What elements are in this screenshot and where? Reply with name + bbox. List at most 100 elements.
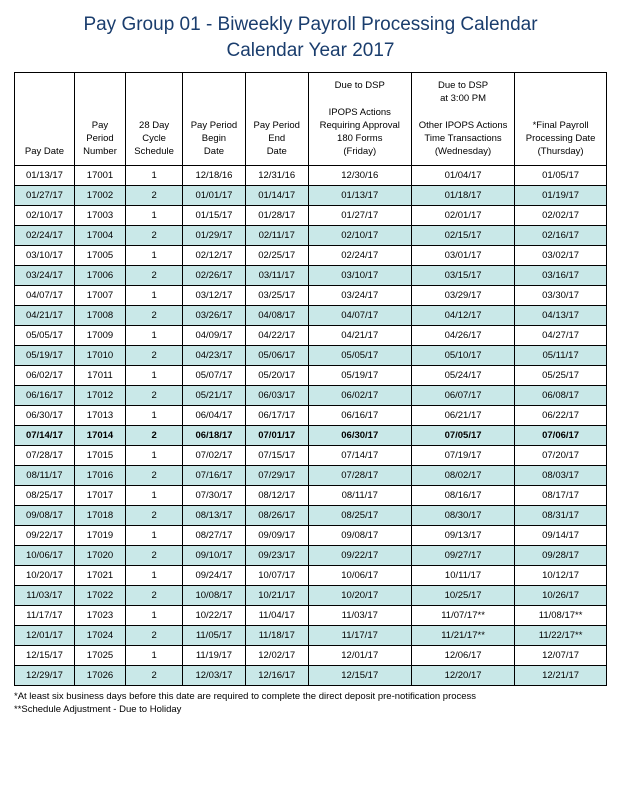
cell: 03/29/17 [411,285,514,305]
cell: 10/08/17 [183,585,246,605]
cell: 03/15/17 [411,265,514,285]
cell: 03/11/17 [245,265,308,285]
cell: 17018 [74,505,125,525]
cell: 10/12/17 [515,565,607,585]
cell: 06/02/17 [15,365,75,385]
cell: 12/30/16 [308,165,411,185]
cell: 17020 [74,545,125,565]
cell: 12/20/17 [411,665,514,685]
table-row: 06/02/1717011105/07/1705/20/1705/19/1705… [15,365,607,385]
col-header-5: Due to DSPIPOPS ActionsRequiring Approva… [308,73,411,166]
cell: 08/25/17 [308,505,411,525]
cell: 12/07/17 [515,645,607,665]
cell: 1 [126,565,183,585]
table-row: 03/10/1717005102/12/1702/25/1702/24/1703… [15,245,607,265]
cell: 07/28/17 [15,445,75,465]
cell: 2 [126,385,183,405]
cell: 1 [126,445,183,465]
cell: 1 [126,205,183,225]
cell: 12/01/17 [308,645,411,665]
table-row: 05/19/1717010204/23/1705/06/1705/05/1705… [15,345,607,365]
cell: 07/14/17 [308,445,411,465]
cell: 08/27/17 [183,525,246,545]
cell: 10/20/17 [15,565,75,585]
cell: 17015 [74,445,125,465]
cell: 11/21/17** [411,625,514,645]
table-row: 01/27/1717002201/01/1701/14/1701/13/1701… [15,185,607,205]
cell: 06/22/17 [515,405,607,425]
payroll-calendar-table: Pay DatePayPeriodNumber28 DayCycleSchedu… [14,72,607,686]
cell: 09/09/17 [245,525,308,545]
cell: 1 [126,165,183,185]
cell: 06/16/17 [15,385,75,405]
table-row: 10/06/1717020209/10/1709/23/1709/22/1709… [15,545,607,565]
cell: 07/16/17 [183,465,246,485]
cell: 17024 [74,625,125,645]
cell: 07/14/17 [15,425,75,445]
cell: 17013 [74,405,125,425]
cell: 2 [126,585,183,605]
cell: 06/07/17 [411,385,514,405]
cell: 05/07/17 [183,365,246,385]
cell: 11/04/17 [245,605,308,625]
cell: 02/01/17 [411,205,514,225]
table-row: 04/21/1717008203/26/1704/08/1704/07/1704… [15,305,607,325]
cell: 07/01/17 [245,425,308,445]
cell: 1 [126,485,183,505]
cell: 05/11/17 [515,345,607,365]
cell: 02/15/17 [411,225,514,245]
cell: 08/11/17 [308,485,411,505]
cell: 17001 [74,165,125,185]
page-subtitle: Calendar Year 2017 [14,40,607,62]
cell: 06/30/17 [15,405,75,425]
table-row: 05/05/1717009104/09/1704/22/1704/21/1704… [15,325,607,345]
cell: 08/25/17 [15,485,75,505]
col-header-6: Due to DSPat 3:00 PMOther IPOPS ActionsT… [411,73,514,166]
cell: 1 [126,245,183,265]
cell: 10/06/17 [15,545,75,565]
cell: 2 [126,665,183,685]
cell: 03/16/17 [515,265,607,285]
cell: 08/16/17 [411,485,514,505]
cell: 01/18/17 [411,185,514,205]
cell: 12/18/16 [183,165,246,185]
cell: 03/01/17 [411,245,514,265]
cell: 05/25/17 [515,365,607,385]
cell: 02/10/17 [308,225,411,245]
cell: 04/23/17 [183,345,246,365]
cell: 04/21/17 [308,325,411,345]
cell: 09/22/17 [15,525,75,545]
cell: 17006 [74,265,125,285]
cell: 03/10/17 [15,245,75,265]
table-row: 08/25/1717017107/30/1708/12/1708/11/1708… [15,485,607,505]
cell: 12/03/17 [183,665,246,685]
cell: 02/24/17 [308,245,411,265]
cell: 17026 [74,665,125,685]
page-title: Pay Group 01 - Biweekly Payroll Processi… [14,14,607,36]
cell: 1 [126,365,183,385]
footnote-2: **Schedule Adjustment - Due to Holiday [14,703,607,716]
cell: 04/13/17 [515,305,607,325]
cell: 05/19/17 [308,365,411,385]
cell: 05/24/17 [411,365,514,385]
cell: 03/25/17 [245,285,308,305]
cell: 17021 [74,565,125,585]
cell: 10/26/17 [515,585,607,605]
table-row: 11/17/1717023110/22/1711/04/1711/03/1711… [15,605,607,625]
table-row: 12/29/1717026212/03/1712/16/1712/15/1712… [15,665,607,685]
cell: 10/25/17 [411,585,514,605]
cell: 17012 [74,385,125,405]
cell: 12/01/17 [15,625,75,645]
cell: 12/06/17 [411,645,514,665]
cell: 04/08/17 [245,305,308,325]
table-header-row: Pay DatePayPeriodNumber28 DayCycleSchedu… [15,73,607,166]
col-header-3: Pay PeriodBeginDate [183,73,246,166]
cell: 2 [126,545,183,565]
cell: 11/17/17 [15,605,75,625]
table-row: 12/01/1717024211/05/1711/18/1711/17/1711… [15,625,607,645]
cell: 2 [126,185,183,205]
cell: 2 [126,265,183,285]
table-row: 12/15/1717025111/19/1712/02/1712/01/1712… [15,645,607,665]
table-body: 01/13/1717001112/18/1612/31/1612/30/1601… [15,165,607,685]
cell: 09/14/17 [515,525,607,545]
